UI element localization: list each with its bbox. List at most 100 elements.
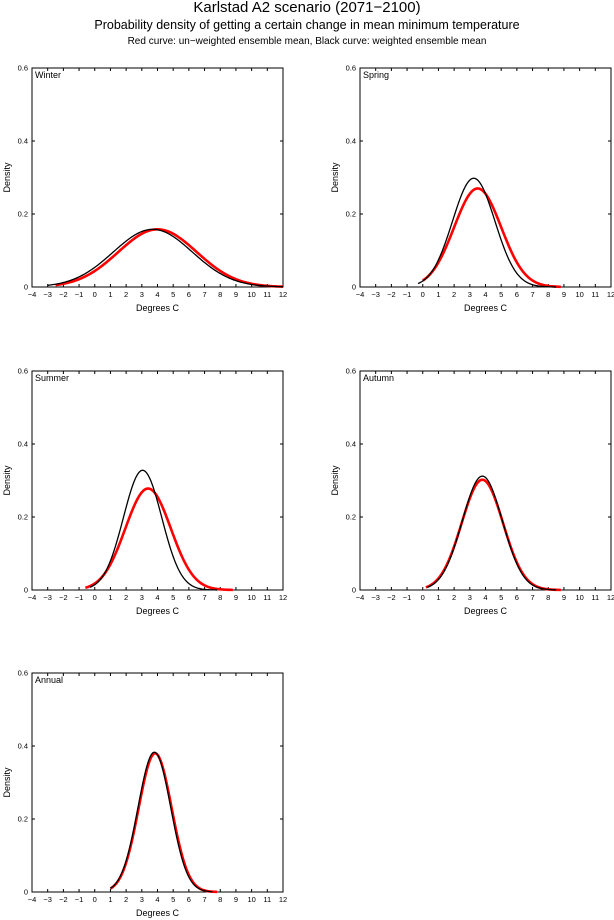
panel-label: Winter [35,70,61,80]
y-axis-label: Density [2,767,12,798]
x-tick-label: 7 [202,895,206,904]
y-tick-label: 0.2 [18,815,28,824]
y-tick-label: 0.2 [18,513,28,522]
x-tick-label: −3 [43,290,52,299]
panel-label: Summer [35,373,69,383]
x-axis-label: Degrees C [136,908,180,918]
x-tick-label: −1 [403,290,412,299]
weighted-density-curve [47,228,284,288]
x-tick-label: 4 [155,895,159,904]
x-tick-label: 11 [591,290,599,299]
y-tick-label: 0.6 [18,64,28,73]
y-tick-label: 0.6 [18,367,28,376]
figure-subtitle: Probability density of getting a certain… [94,18,520,32]
x-tick-label: −1 [403,593,412,602]
y-tick-label: 0.2 [346,513,356,522]
x-tick-label: 0 [421,290,425,299]
x-tick-label: 1 [108,290,112,299]
y-tick-label: 0.4 [18,742,28,751]
x-tick-label: 8 [218,895,222,904]
x-tick-label: 6 [515,290,519,299]
x-tick-label: −4 [356,290,365,299]
panel-annual: −4 −3 −2 −1 0 1 2 3 4 5 6 7 8 9 10 11 1200.20.40.6Degree… [2,669,287,919]
weighted-density-curve [417,177,557,288]
x-tick-label: 1 [108,593,112,602]
x-tick-label: 7 [530,593,534,602]
y-tick-label: 0.4 [18,440,28,449]
x-tick-label: −3 [43,895,52,904]
y-tick-label: 0.4 [18,137,28,146]
x-tick-label: 5 [499,290,503,299]
y-tick-label: 0.6 [18,669,28,678]
unweighted-density-curve [55,228,284,288]
plot-frame-summer [31,370,284,591]
x-tick-label: 5 [171,895,175,904]
x-tick-label: 12 [279,593,287,602]
x-tick-label: 8 [546,593,550,602]
x-tick-label: 8 [218,290,222,299]
x-tick-label: 1 [436,593,440,602]
x-tick-label: 6 [187,895,191,904]
x-tick-label: 9 [234,593,238,602]
x-tick-label: 3 [140,593,144,602]
plot-frame-annual [31,672,284,893]
x-axis-label: Degrees C [464,303,508,313]
x-tick-label: 8 [218,593,222,602]
x-tick-label: 6 [187,290,191,299]
x-tick-label: 3 [140,895,144,904]
x-tick-label: −2 [59,895,68,904]
plot-frame-winter [31,67,284,288]
y-tick-label: 0 [24,586,28,595]
unweighted-density-curve [422,187,562,289]
panel-label: Spring [363,70,389,80]
x-tick-label: 4 [155,593,159,602]
weighted-density-curve [89,469,218,591]
x-tick-label: −2 [387,290,396,299]
panel-winter: −4 −3 −2 −1 0 1 2 3 4 5 6 7 8 9 10 11 1200.20.40.6Degree… [2,64,287,314]
x-tick-label: 2 [124,895,128,904]
x-tick-label: −4 [28,895,37,904]
x-tick-label: 2 [124,593,128,602]
figure-curve-note: Red curve: un−weighted ensemble mean, Bl… [127,36,487,47]
unweighted-density-curve [84,487,234,592]
x-tick-label: −4 [356,593,365,602]
y-tick-label: 0.2 [346,210,356,219]
x-tick-label: 11 [263,290,271,299]
x-tick-label: 9 [234,895,238,904]
x-tick-label: −3 [371,593,380,602]
panel-label: Autumn [363,373,394,383]
y-tick-label: 0 [24,888,28,897]
x-tick-label: 5 [171,290,175,299]
y-axis-label: Density [2,162,12,193]
y-axis-label: Density [330,465,340,496]
x-tick-label: 2 [124,290,128,299]
x-tick-label: 3 [468,290,472,299]
x-tick-label: −1 [75,290,84,299]
panel-spring: −4 −3 −2 −1 0 1 2 3 4 5 6 7 8 9 10 11 1200.20.40.6Degree… [330,64,614,314]
x-tick-label: 1 [436,290,440,299]
x-tick-label: 7 [202,593,206,602]
x-tick-label: 8 [546,290,550,299]
x-tick-label: −1 [75,593,84,602]
y-tick-label: 0.4 [346,440,356,449]
x-tick-label: −4 [28,593,37,602]
y-axis-label: Density [330,162,340,193]
y-tick-label: 0.6 [346,64,356,73]
x-tick-label: 3 [468,593,472,602]
x-tick-label: −3 [371,290,380,299]
x-tick-label: 11 [591,593,599,602]
panel-summer: −4 −3 −2 −1 0 1 2 3 4 5 6 7 8 9 10 11 1200.20.40.6Degree… [2,367,287,617]
x-tick-label: 4 [483,593,487,602]
x-tick-label: 0 [93,593,97,602]
panel-label: Annual [35,675,63,685]
x-tick-label: 0 [93,895,97,904]
y-tick-label: 0 [352,283,356,292]
y-tick-label: 0.6 [346,367,356,376]
x-tick-label: −2 [387,593,396,602]
x-tick-label: 4 [483,290,487,299]
y-tick-label: 0.2 [18,210,28,219]
x-tick-label: 9 [562,290,566,299]
plot-frame-spring [359,67,612,288]
x-tick-label: 10 [247,290,255,299]
